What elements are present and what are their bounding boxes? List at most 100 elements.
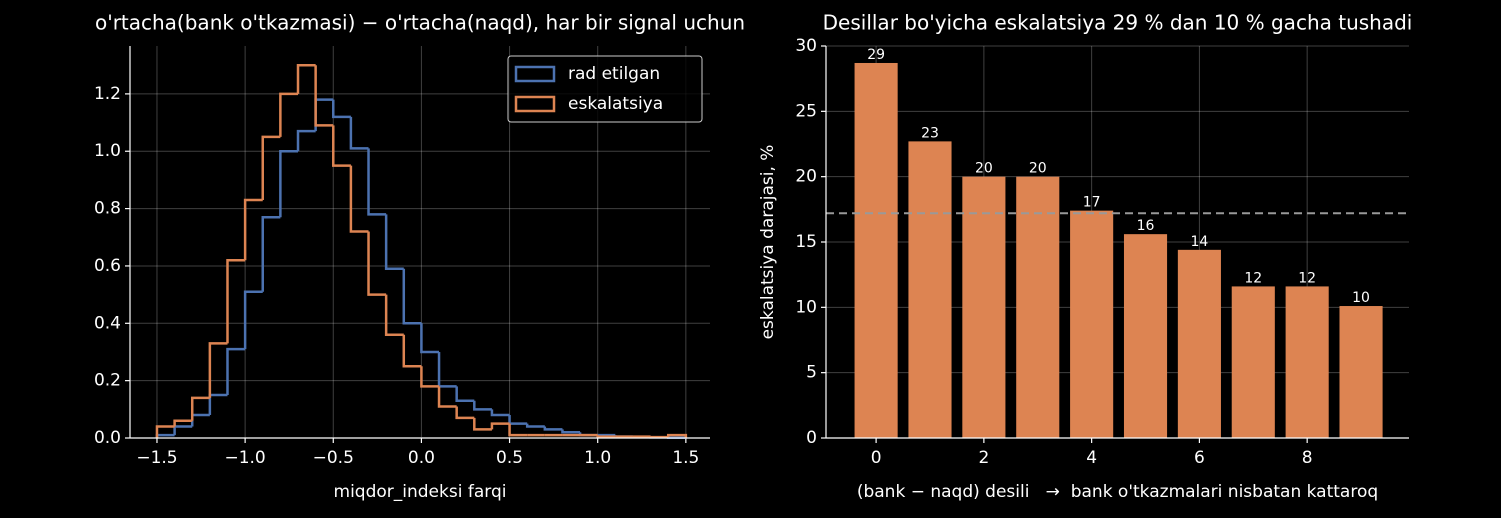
bar [1177,249,1221,438]
histogram-step [437,386,457,408]
y-tick-label: 30 [795,36,817,56]
histogram-step [490,422,510,430]
x-tick-label: −0.5 [313,448,354,468]
chart-title: o'rtacha(bank o'tkazmasi) − o'rtacha(naq… [95,11,745,35]
bar [1016,176,1060,438]
bar-value-label: 16 [1137,218,1155,234]
x-tick-label: 8 [1302,448,1313,468]
y-tick-label: 0.6 [94,256,121,276]
histogram-step [384,214,404,271]
bar-value-label: 12 [1244,270,1262,286]
histogram-step [226,347,246,395]
histogram-step [543,426,563,431]
histogram-step [367,231,387,296]
y-tick-label: 25 [795,101,817,121]
y-tick-label: 10 [795,297,817,317]
histogram-step [367,148,387,216]
bar-value-label: 17 [1083,195,1101,211]
y-tick-label: 20 [795,167,817,187]
histogram-step [279,149,299,218]
bar [1339,306,1383,438]
x-tick-label: 6 [1194,448,1205,468]
histogram-step [279,92,299,137]
histogram-step [155,425,175,438]
histogram-step [332,99,351,119]
histogram-step [437,351,457,388]
x-tick-label: 2 [978,448,989,468]
histogram-step [420,366,440,388]
legend-swatch [514,65,556,83]
histogram-step [173,419,193,427]
y-tick-label: 0 [806,428,817,448]
y-tick-label: 0.2 [94,371,121,391]
bar-value-label: 10 [1352,290,1370,306]
histogram-step [455,406,475,420]
bar-value-label: 20 [975,161,993,177]
histogram-step [208,342,228,398]
histogram-step [649,435,669,439]
x-tick-label: 1.5 [672,448,699,468]
y-axis-label: eskalatsiya darajasi, % [758,145,778,340]
histogram-step [314,65,334,127]
x-axis-label: miqdor_indeksi farqi [334,482,507,502]
bar [1231,286,1275,438]
histogram-step [402,334,422,368]
bar [1123,234,1168,438]
histogram-step [473,400,492,411]
y-tick-label: 1.0 [94,141,121,161]
bar [908,141,952,439]
y-tick-label: 1.2 [94,84,121,104]
histogram-step [561,429,581,434]
histogram-step [261,135,281,200]
histogram-step [473,417,492,431]
histogram-step [226,258,246,344]
histogram-step [402,268,422,325]
y-tick-label: 15 [795,232,817,252]
x-tick-label: 0.5 [496,448,523,468]
histogram-step [190,396,210,421]
legend-swatch [514,95,556,113]
bar-value-label: 12 [1298,270,1316,286]
bar [1285,286,1329,438]
y-tick-label: 5 [806,363,817,383]
histogram-step [525,423,545,428]
x-tick-label: 4 [1086,448,1097,468]
x-tick-label: 0.0 [408,448,435,468]
legend-frame [507,55,703,123]
legend-label: eskalatsiya [568,94,663,114]
histogram-step [173,425,193,436]
histogram-step [296,129,316,152]
x-tick-label: 0 [871,448,882,468]
histogram-step [261,215,281,292]
legend: rad etilgan eskalatsiya [507,55,703,123]
x-tick-label: −1.0 [224,448,265,468]
histogram-step [490,409,510,417]
bar-value-label: 29 [867,47,885,63]
histogram-step [349,165,369,233]
histogram-step [243,290,263,350]
histogram-step [666,433,688,438]
histogram-step [332,125,351,167]
histogram-step [596,435,616,438]
histogram-step [384,294,404,337]
x-tick-label: 1.0 [584,448,611,468]
x-tick-label: −1.5 [136,448,177,468]
histogram-step [296,63,316,94]
histogram-step [243,198,263,261]
histogram-step [420,323,440,354]
bar-value-label: 23 [921,125,939,141]
y-tick-label: 0.4 [94,313,121,333]
histogram-step [508,423,528,437]
bar-value-label: 14 [1190,234,1208,250]
x-axis-label: (bank − naqd) desili → bank o'tkazmalari… [857,482,1378,502]
legend-label: rad etilgan [568,64,660,84]
bar [962,176,1006,438]
chart-title: Desillar bo'yicha eskalatsiya 29 % dan 1… [823,11,1413,35]
bar-value-label: 20 [1029,161,1047,177]
histogram-step [349,116,369,150]
bar [854,62,898,439]
y-tick-label: 0.8 [94,199,121,219]
y-tick-label: 0.0 [94,428,121,448]
